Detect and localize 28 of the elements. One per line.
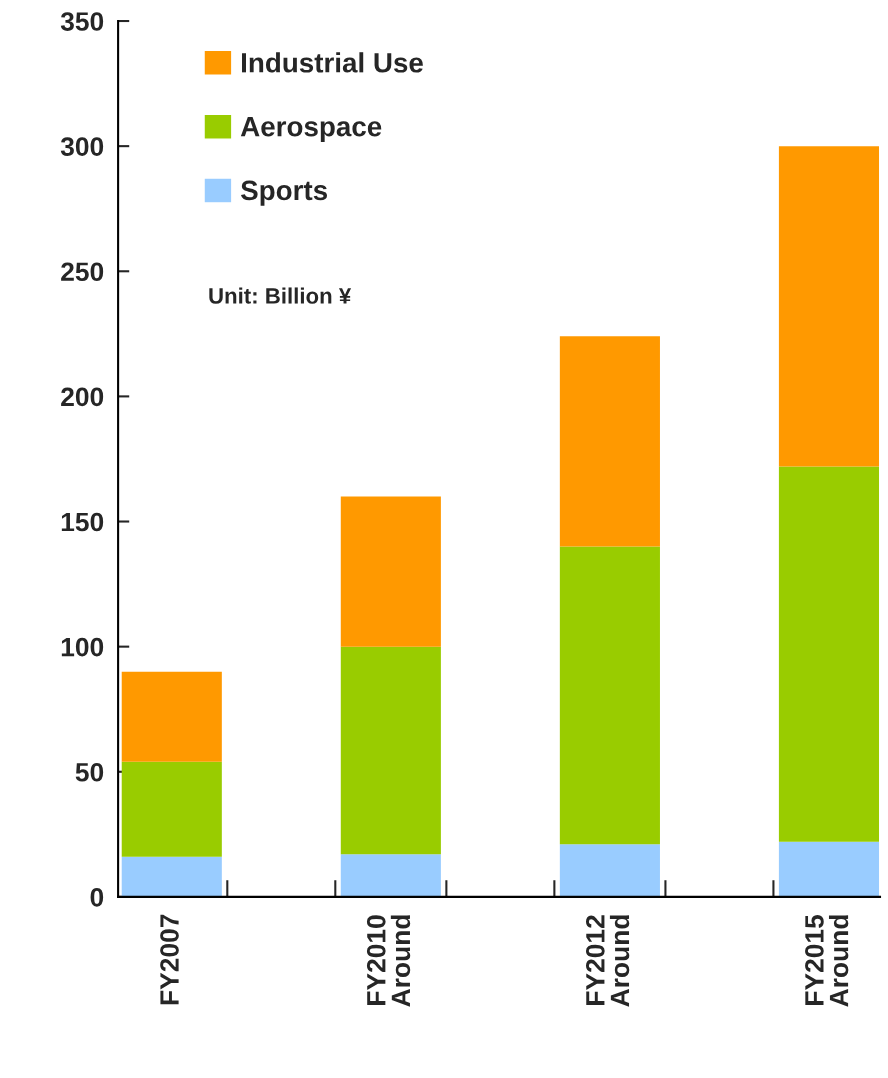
bar: [121, 761, 222, 857]
bar: [121, 856, 222, 897]
legend-label: Aerospace: [240, 117, 382, 142]
legend-label: Industrial Use: [242, 52, 423, 73]
x-tick-label: FY2012 Around: [586, 915, 630, 1007]
bar: [559, 336, 660, 547]
bar: [121, 671, 222, 762]
bar: [778, 466, 880, 842]
bar: [340, 854, 441, 897]
x-tick-label: FY2015 Around: [805, 914, 849, 1007]
y-tick-label: 100: [61, 637, 104, 657]
bar: [778, 841, 880, 897]
bar: [559, 844, 660, 897]
y-tick-label: 150: [61, 512, 104, 532]
bar: [340, 646, 441, 855]
annotation: Unit: Billion ¥: [209, 287, 352, 304]
y-tick-label: 300: [60, 137, 104, 156]
legend-label: Sports: [240, 180, 327, 206]
y-tick-label: 50: [75, 762, 104, 782]
y-tick-label: 350: [60, 12, 104, 31]
bar: [340, 496, 441, 647]
y-tick-label: 0: [90, 888, 104, 907]
bar: [778, 146, 880, 467]
x-tick-label: FY2007: [160, 914, 179, 1005]
y-tick-label: 200: [61, 387, 104, 407]
y-tick-label: 250: [61, 262, 104, 282]
x-tick-label: FY2010 Around: [366, 915, 411, 1007]
bar: [559, 546, 660, 845]
